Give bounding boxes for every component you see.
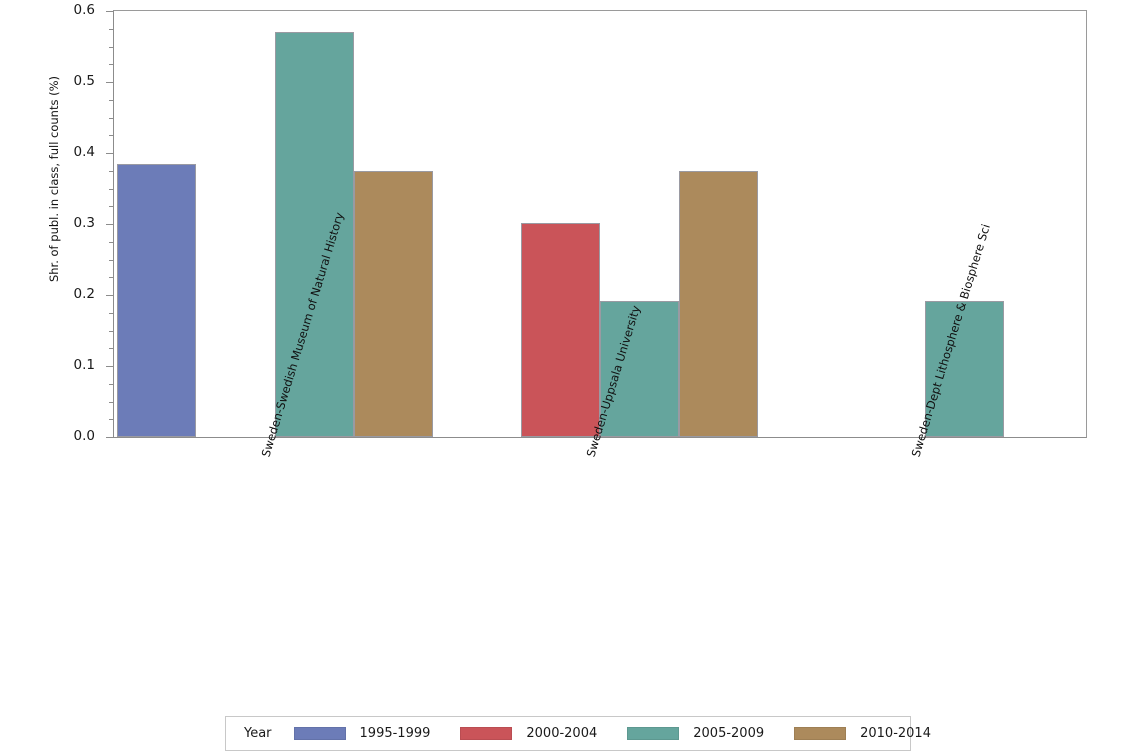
y-tick-minor: [109, 99, 113, 101]
legend-entry: 2005-2009: [627, 726, 764, 741]
legend-label: 2005-2009: [693, 726, 765, 741]
y-tick-minor: [109, 64, 113, 66]
legend-swatch: [794, 727, 847, 740]
y-tick-minor: [109, 383, 113, 385]
y-tick-minor: [109, 330, 113, 332]
y-tick-minor: [109, 348, 113, 350]
y-tick-major: [106, 224, 113, 225]
y-tick-minor: [109, 419, 113, 421]
legend-entry: 1995-1999: [293, 726, 431, 741]
bar: [924, 301, 1004, 437]
y-tick-minor: [109, 135, 113, 137]
y-tick-minor: [109, 46, 113, 48]
y-tick-major: [106, 366, 113, 367]
y-tick-major: [106, 295, 113, 296]
legend-entry: 2000-2004: [460, 726, 597, 741]
bar: [521, 223, 600, 437]
bar: [117, 164, 197, 437]
y-tick-label: 0.5: [73, 73, 95, 89]
bar: [275, 31, 355, 437]
y-tick-minor: [109, 188, 113, 190]
legend-swatch: [460, 727, 513, 740]
y-tick-label: 0.4: [73, 144, 95, 160]
legend-entries: 1995-1999 2000-2004 2005-2009 2010-2014: [293, 726, 961, 741]
y-tick-major: [106, 11, 113, 12]
y-tick-label: 0.0: [73, 428, 95, 444]
y-tick-minor: [109, 312, 113, 314]
legend-entry: 2010-2014: [794, 726, 931, 741]
legend-label: 1995-1999: [359, 726, 431, 741]
y-tick-minor: [109, 117, 113, 119]
y-tick-minor: [109, 170, 113, 172]
y-tick-label: 0.3: [73, 215, 95, 231]
bar: [600, 301, 679, 437]
bar: [354, 170, 434, 437]
legend-title: Year: [244, 726, 272, 741]
y-tick-minor: [109, 277, 113, 279]
legend-swatch: [293, 727, 346, 740]
y-axis-title: Shr. of publ. in class, full counts (%): [47, 75, 61, 283]
y-tick-minor: [109, 241, 113, 243]
y-tick-major: [106, 82, 113, 83]
y-tick-major: [106, 153, 113, 154]
legend-label: 2010-2014: [860, 726, 931, 741]
y-tick-minor: [109, 28, 113, 30]
y-tick-label: 0.1: [73, 357, 95, 373]
legend: Year 1995-1999 2000-2004 2005-2009 2010-201…: [225, 716, 931, 751]
y-tick-label: 0.6: [73, 2, 95, 18]
y-tick-minor: [109, 206, 113, 208]
y-tick-minor: [109, 259, 113, 261]
y-tick-major: [106, 437, 113, 438]
legend-label: 2000-2004: [526, 726, 598, 741]
y-tick-label: 0.2: [73, 286, 95, 302]
legend-swatch: [627, 727, 680, 740]
y-tick-minor: [109, 401, 113, 403]
bar: [679, 170, 758, 437]
